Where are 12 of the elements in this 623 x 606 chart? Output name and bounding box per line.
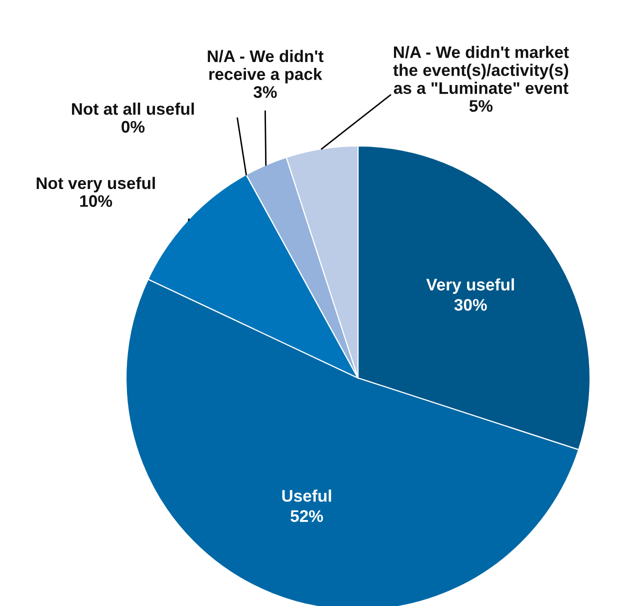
data-label: 30%	[454, 298, 487, 311]
data-label: 52%	[290, 510, 323, 522]
slice-label: Useful	[282, 490, 332, 502]
slice-label: N/A - We didn't receive a pack	[208, 50, 324, 84]
data-label: 5%	[469, 100, 493, 112]
slice-label: Very useful	[426, 278, 514, 294]
text: 0%	[122, 120, 145, 133]
category-label: Not at all useful	[72, 102, 194, 115]
slice-label: Not very useful	[36, 176, 155, 192]
data-label: 3%	[254, 86, 277, 98]
slice-label: N/A - We didn't market the event(s)/activity(s) as a "Luminate" event	[393, 46, 569, 94]
data-label: 10%	[80, 195, 112, 207]
